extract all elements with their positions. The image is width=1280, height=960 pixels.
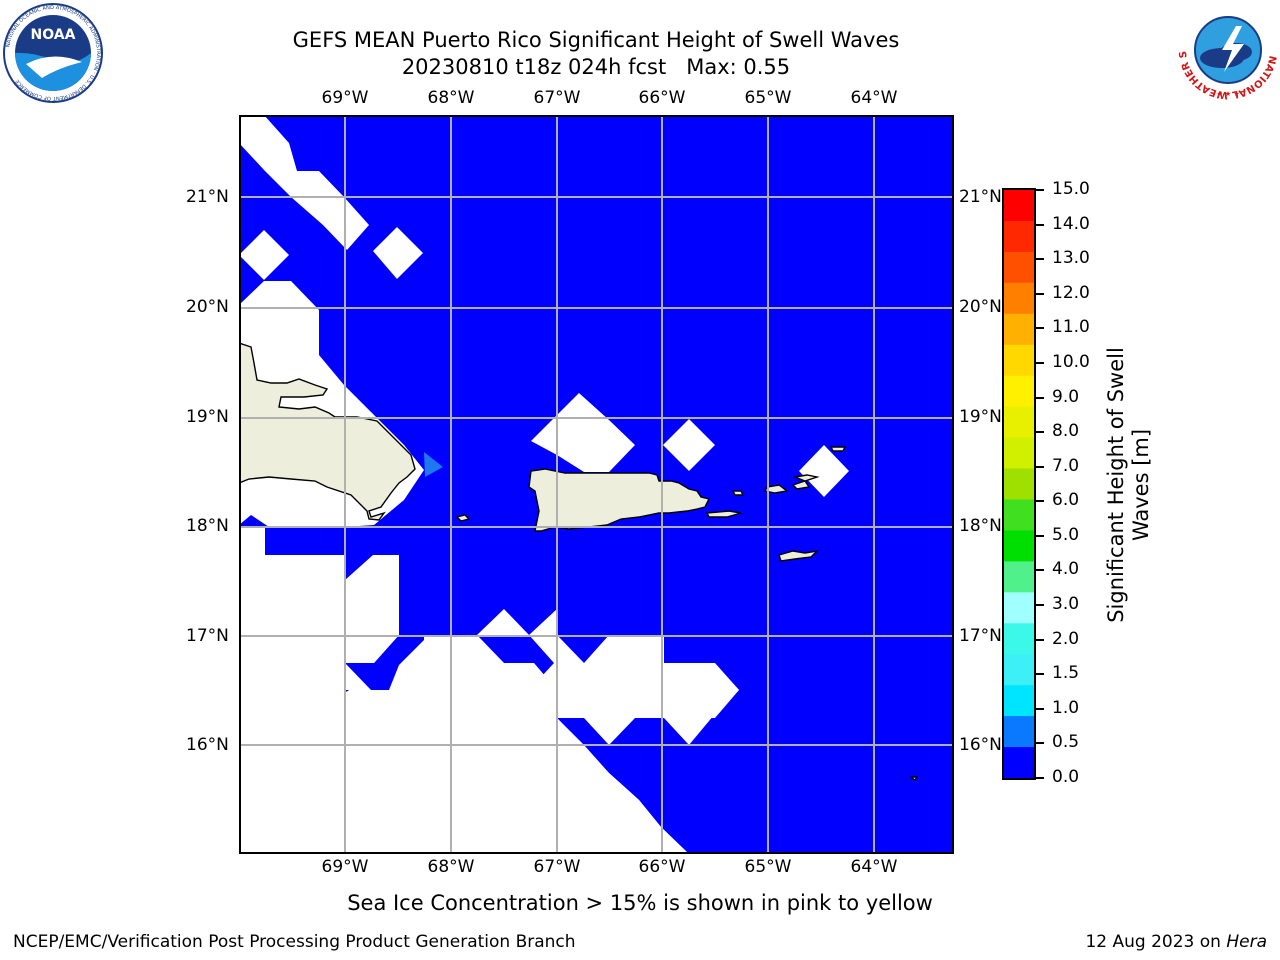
lat-label-right: 20°N — [959, 297, 1002, 317]
lon-label-top: 68°W — [427, 88, 475, 108]
colorbar-segment — [1004, 220, 1034, 253]
svg-text:★ ★ ★: ★ ★ ★ — [1216, 90, 1239, 98]
landmasses — [239, 342, 919, 782]
colorbar-tick-label: 3.0 — [1052, 594, 1080, 615]
footer-date: 12 Aug 2023 on — [1085, 932, 1227, 952]
lon-label-bottom: 66°W — [638, 857, 686, 877]
lon-label-bottom: 67°W — [533, 857, 581, 877]
plot-title: GEFS MEAN Puerto Rico Significant Height… — [292, 28, 900, 52]
colorbar — [1002, 188, 1036, 780]
lat-label-left: 16°N — [186, 735, 229, 755]
colorbar-tick-label: 4.0 — [1052, 559, 1080, 580]
nws-logo: NATIONAL WEATHER SERVICE ★ ★ ★ — [1176, 0, 1278, 100]
colorbar-segment — [1004, 530, 1034, 562]
lon-label-top: 69°W — [321, 88, 369, 108]
colorbar-tick-label: 7.0 — [1052, 455, 1080, 476]
map-frame — [239, 115, 954, 854]
noaa-logo-text: NOAA — [31, 27, 76, 43]
colorbar-tick-mark — [1036, 396, 1044, 399]
footer-right: 12 Aug 2023 on Hera — [1085, 932, 1267, 952]
colorbar-tick-mark — [1036, 534, 1044, 537]
colorbar-tick-label: 14.0 — [1052, 213, 1090, 234]
colorbar-tick-mark — [1036, 258, 1044, 261]
colorbar-label-line1: Significant Height of Swell — [1104, 347, 1128, 623]
colorbar-segment — [1004, 592, 1034, 624]
lat-label-left: 19°N — [186, 407, 229, 427]
footer-host: Hera — [1226, 932, 1267, 952]
colorbar-segment — [1004, 375, 1034, 408]
colorbar-tick-mark — [1036, 292, 1044, 295]
colorbar-segment — [1004, 251, 1034, 284]
colorbar-tick-mark — [1036, 707, 1044, 710]
colorbar-tick-label: 1.0 — [1052, 697, 1080, 718]
noaa-logo: NOAA NATIONAL OCEANIC AND ATMOSPHERIC AD… — [3, 3, 103, 103]
graticule — [239, 115, 954, 854]
plot-subtitle: 20230810 t18z 024h fcst Max: 0.55 — [401, 55, 791, 79]
colorbar-label: Significant Height of Swell Waves [m] — [1104, 347, 1154, 623]
lat-label-right: 18°N — [959, 516, 1002, 536]
colorbar-tick-label: 1.5 — [1052, 663, 1080, 684]
lat-label-left: 18°N — [186, 516, 229, 536]
colorbar-tick-label: 6.0 — [1052, 490, 1080, 511]
colorbar-segment — [1004, 654, 1034, 686]
colorbar-tick-label: 8.0 — [1052, 421, 1080, 442]
colorbar-tick-label: 11.0 — [1052, 317, 1090, 338]
colorbar-segment — [1004, 282, 1034, 315]
lon-label-bottom: 68°W — [427, 857, 475, 877]
colorbar-tick-mark — [1036, 500, 1044, 503]
lat-label-right: 21°N — [959, 187, 1002, 207]
colorbar-segment — [1004, 561, 1034, 593]
lon-label-bottom: 69°W — [321, 857, 369, 877]
colorbar-segment — [1004, 623, 1034, 655]
lat-label-right: 17°N — [959, 626, 1002, 646]
colorbar-segment — [1004, 747, 1034, 779]
colorbar-segment — [1004, 685, 1034, 717]
map-panel — [239, 115, 954, 854]
colorbar-tick-mark — [1036, 223, 1044, 226]
sea-ice-note: Sea Ice Concentration > 15% is shown in … — [347, 891, 933, 915]
colorbar-tick-mark — [1036, 431, 1044, 434]
lat-label-right: 19°N — [959, 407, 1002, 427]
colorbar-tick-mark — [1036, 604, 1044, 607]
colorbar-tick-label: 0.5 — [1052, 732, 1080, 753]
colorbar-segment — [1004, 344, 1034, 377]
colorbar-tick-label: 13.0 — [1052, 248, 1090, 269]
colorbar-segment — [1004, 313, 1034, 346]
colorbar-segment — [1004, 716, 1034, 748]
colorbar-segment — [1004, 190, 1034, 222]
colorbar-tick-mark — [1036, 361, 1044, 364]
footer-left: NCEP/EMC/Verification Post Processing Pr… — [13, 932, 576, 952]
colorbar-tick-mark — [1036, 673, 1044, 676]
colorbar-tick-label: 9.0 — [1052, 386, 1080, 407]
lon-label-top: 65°W — [744, 88, 792, 108]
colorbar-tick-label: 12.0 — [1052, 282, 1090, 303]
colorbar-tick-label: 0.0 — [1052, 767, 1080, 787]
colorbar-tick-mark — [1036, 777, 1044, 779]
colorbar-segment — [1004, 468, 1034, 500]
colorbar-tick-mark — [1036, 742, 1044, 745]
colorbar-tick-mark — [1036, 189, 1044, 191]
lon-label-top: 66°W — [638, 88, 686, 108]
colorbar-tick-label: 5.0 — [1052, 524, 1080, 545]
colorbar-tick-label: 2.0 — [1052, 628, 1080, 649]
lon-label-bottom: 64°W — [850, 857, 898, 877]
colorbar-tick-mark — [1036, 465, 1044, 468]
colorbar-tick-mark — [1036, 638, 1044, 641]
lon-label-top: 67°W — [533, 88, 581, 108]
colorbar-segment — [1004, 499, 1034, 531]
lat-label-left: 17°N — [186, 626, 229, 646]
colorbar-tick-mark — [1036, 569, 1044, 572]
swell-patch-mid — [424, 452, 443, 477]
lon-label-bottom: 65°W — [744, 857, 792, 877]
colorbar-segment — [1004, 406, 1034, 439]
colorbar-segment — [1004, 437, 1034, 470]
colorbar-tick-label: 10.0 — [1052, 351, 1090, 372]
colorbar-tick-label: 15.0 — [1052, 179, 1090, 199]
colorbar-label-line2: Waves [m] — [1129, 428, 1153, 542]
colorbar-tick-mark — [1036, 327, 1044, 330]
lat-label-left: 20°N — [186, 297, 229, 317]
lat-label-right: 16°N — [959, 735, 1002, 755]
lon-label-top: 64°W — [850, 88, 898, 108]
lat-label-left: 21°N — [186, 187, 229, 207]
